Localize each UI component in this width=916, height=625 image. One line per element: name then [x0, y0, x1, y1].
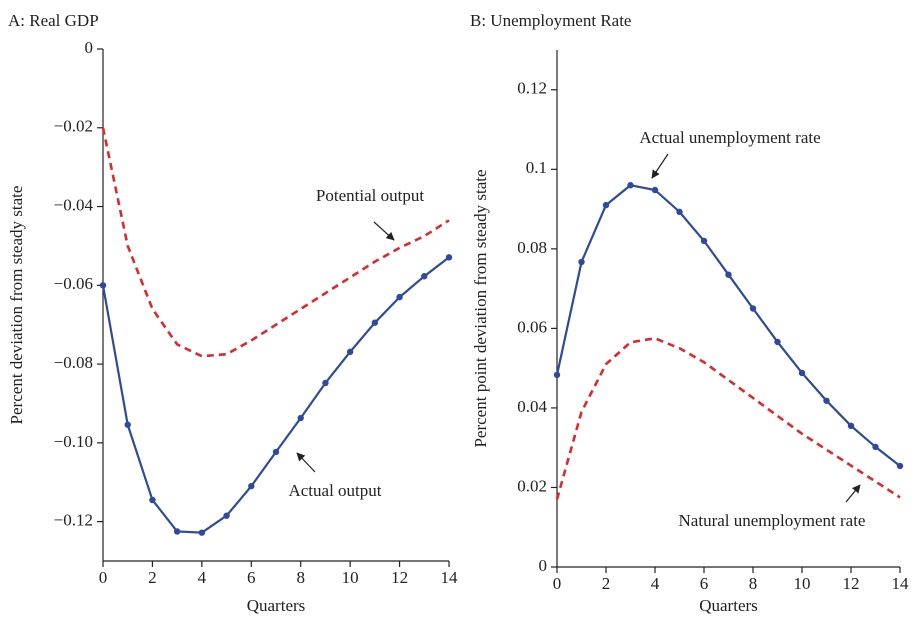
data-point [872, 443, 879, 451]
data-point [346, 348, 354, 356]
data-point [896, 462, 904, 470]
y-tick-label: −0.10 [54, 432, 93, 451]
data-point [371, 319, 379, 326]
y-tick-label: −0.04 [54, 195, 94, 214]
x-tick-label: 8 [749, 574, 758, 593]
data-point [149, 496, 156, 504]
annotation-arrow [651, 153, 669, 179]
data-point [798, 369, 806, 377]
series-annotation: Actual output [288, 481, 381, 500]
x-tick-label: 0 [99, 568, 108, 587]
x-tick-label: 10 [794, 574, 811, 593]
y-tick-label: 0.06 [517, 317, 547, 336]
y-tick-label: 0.12 [517, 79, 547, 98]
data-point [322, 379, 329, 387]
data-point [627, 182, 634, 189]
data-point [725, 271, 732, 278]
y-axis-label: Percent deviation from steady state [7, 186, 26, 425]
x-tick-label: 14 [441, 568, 459, 587]
annotation-arrow [373, 221, 395, 241]
data-point [676, 208, 683, 216]
y-tick-label: 0.02 [517, 476, 547, 495]
data-point [173, 528, 181, 535]
x-tick-label: 6 [700, 574, 709, 593]
data-point [823, 397, 830, 404]
data-point [198, 529, 206, 536]
x-tick-label: 4 [651, 574, 660, 593]
y-tick-label: 0.04 [517, 397, 547, 416]
x-tick-label: 4 [198, 568, 207, 587]
y-tick-label: −0.12 [54, 511, 93, 530]
panel-title: B: Unemployment Rate [470, 11, 631, 30]
series-line [101, 127, 450, 358]
y-tick-label: 0.08 [517, 238, 547, 257]
x-tick-label: 8 [296, 568, 305, 587]
y-tick-label: 0.1 [526, 158, 547, 177]
x-tick-label: 6 [247, 568, 256, 587]
data-point [396, 293, 403, 301]
x-tick-label: 10 [342, 568, 359, 587]
data-point [421, 273, 428, 280]
y-axis-label: Percent point deviation from steady stat… [471, 169, 490, 447]
data-point [248, 482, 255, 490]
data-point [847, 422, 855, 430]
data-point [578, 258, 585, 266]
x-tick-label: 2 [148, 568, 157, 587]
annotation-arrow [845, 484, 861, 503]
annotation-arrow [296, 452, 316, 473]
x-tick-label: 12 [843, 574, 860, 593]
data-point [297, 414, 304, 422]
data-point [272, 448, 280, 456]
data-point [223, 512, 230, 519]
y-tick-label: 0 [85, 38, 94, 57]
x-tick-label: 2 [602, 574, 611, 593]
data-point [700, 237, 708, 245]
y-tick-label: 0 [539, 556, 548, 575]
data-point [774, 338, 781, 346]
data-point [553, 371, 561, 379]
series-annotation: Actual unemployment rate [639, 128, 820, 147]
data-point [124, 421, 131, 428]
series-annotation: Natural unemployment rate [679, 511, 866, 530]
x-axis-label: Quarters [247, 596, 306, 615]
y-tick-label: −0.02 [54, 117, 93, 136]
data-point [602, 201, 610, 209]
y-tick-label: −0.06 [54, 274, 93, 293]
data-point [445, 254, 453, 261]
x-tick-label: 12 [391, 568, 408, 587]
series-annotation: Potential output [316, 186, 424, 205]
panel-title: A: Real GDP [8, 11, 99, 30]
x-axis-label: Quarters [699, 596, 758, 615]
series-line [555, 336, 901, 500]
x-tick-label: 14 [892, 574, 910, 593]
data-point [749, 305, 757, 312]
x-tick-label: 0 [553, 574, 562, 593]
data-point [651, 186, 659, 194]
data-point [99, 282, 107, 289]
y-tick-label: −0.08 [54, 353, 93, 372]
